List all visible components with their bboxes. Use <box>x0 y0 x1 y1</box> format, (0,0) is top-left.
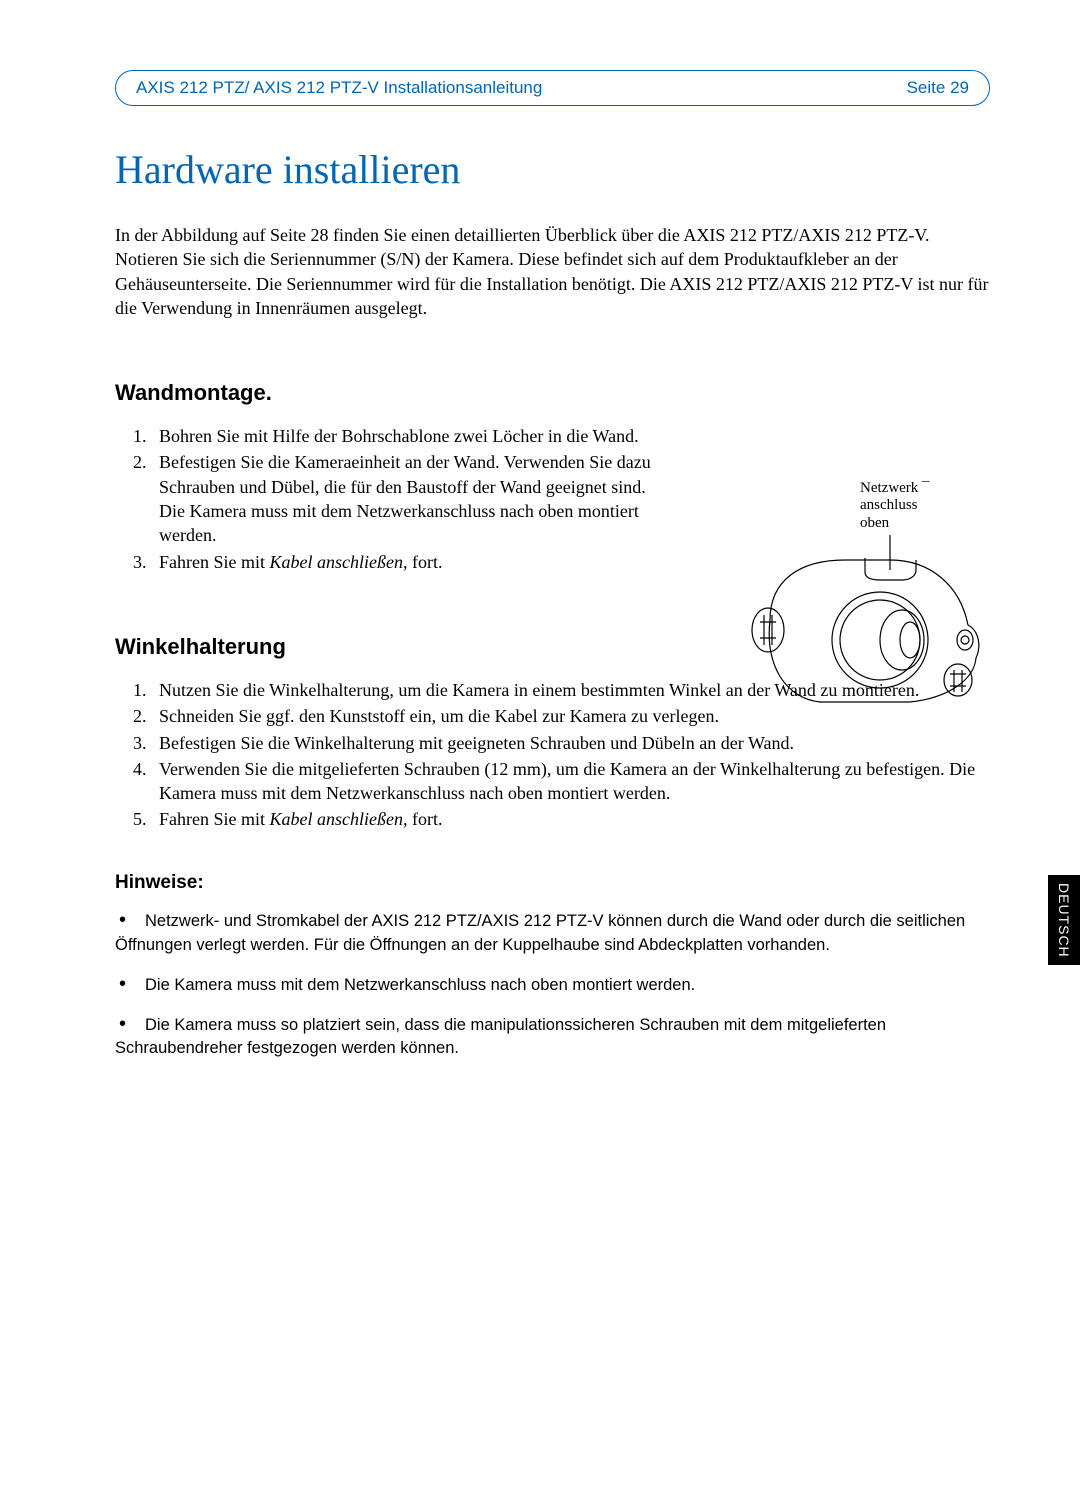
diagram-label-l2: anschluss <box>860 497 918 513</box>
angle-step-4: Verwenden Sie die mitgelieferten Schraub… <box>151 757 990 806</box>
wall-step-2: Befestigen Sie die Kameraeinheit an der … <box>151 450 655 547</box>
diagram-label-l3: oben <box>860 515 889 531</box>
note-1: •Netzwerk- und Stromkabel der AXIS 212 P… <box>115 910 990 958</box>
notes-section: Hinweise: •Netzwerk- und Stromkabel der … <box>115 872 990 1062</box>
page-label: Seite <box>907 78 946 97</box>
intro-paragraph: In der Abbildung auf Seite 28 finden Sie… <box>115 223 990 320</box>
angle-step-5-ital: Kabel anschließen, <box>270 809 408 829</box>
header-bar: AXIS 212 PTZ/ AXIS 212 PTZ-V Installatio… <box>115 70 990 106</box>
language-tab: DEUTSCH <box>1048 875 1080 965</box>
note-2: •Die Kamera muss mit dem Netzwerkanschlu… <box>115 974 990 998</box>
note-1-text: Netzwerk- und Stromkabel der AXIS 212 PT… <box>115 912 965 954</box>
note-3-text: Die Kamera muss so platziert sein, dass … <box>115 1016 886 1058</box>
page-number: 29 <box>950 78 969 97</box>
header-page: Seite 29 <box>907 78 969 98</box>
page: AXIS 212 PTZ/ AXIS 212 PTZ-V Installatio… <box>0 0 1080 1512</box>
wall-heading: Wandmontage. <box>115 380 990 406</box>
wall-step-3-post: fort. <box>407 552 442 572</box>
angle-step-5-pre: Fahren Sie mit <box>159 809 270 829</box>
bullet-icon: • <box>115 910 145 930</box>
camera-diagram: Netzwerk ¯ anschluss oben <box>730 480 990 720</box>
page-title: Hardware installieren <box>115 146 990 193</box>
notes-heading: Hinweise: <box>115 872 990 894</box>
angle-step-5: Fahren Sie mit Kabel anschließen, fort. <box>151 807 990 831</box>
wall-step-3-ital: Kabel anschließen, <box>270 552 408 572</box>
bullet-icon: • <box>115 974 145 994</box>
note-3: •Die Kamera muss so platziert sein, dass… <box>115 1014 990 1062</box>
wall-step-3: Fahren Sie mit Kabel anschließen, fort. <box>151 550 655 574</box>
note-2-text: Die Kamera muss mit dem Netzwerkanschlus… <box>145 976 695 994</box>
diagram-label: Netzwerk ¯ anschluss oben <box>860 480 930 532</box>
angle-step-5-post: fort. <box>407 809 442 829</box>
angle-step-3: Befestigen Sie die Winkelhalterung mit g… <box>151 731 990 755</box>
wall-step-3-pre: Fahren Sie mit <box>159 552 270 572</box>
diagram-label-l1: Netzwerk ¯ <box>860 480 930 496</box>
wall-step-1: Bohren Sie mit Hilfe der Bohrschablone z… <box>151 424 655 448</box>
header-title: AXIS 212 PTZ/ AXIS 212 PTZ-V Installatio… <box>136 78 542 98</box>
bullet-icon: • <box>115 1014 145 1034</box>
